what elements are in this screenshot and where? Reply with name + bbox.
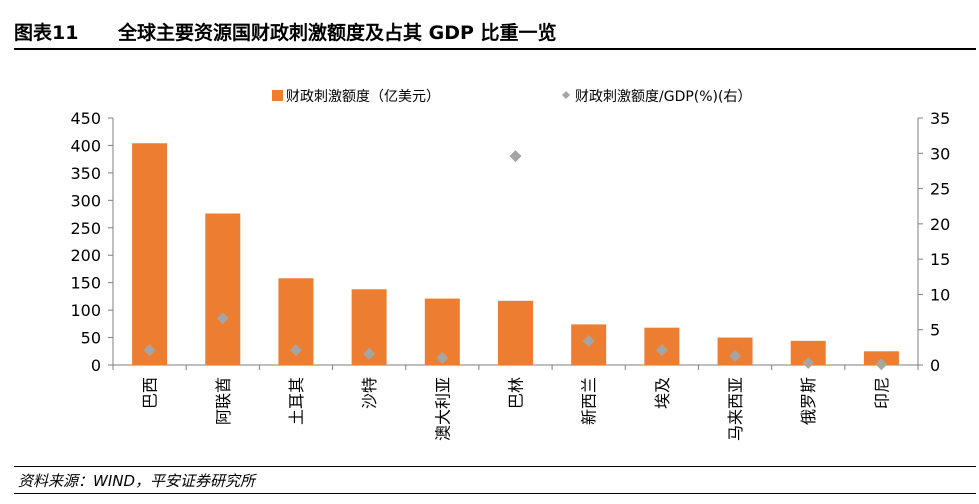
source-note: 资料来源：WIND，平安证券研究所 (18, 472, 256, 490)
chart-title: 全球主要资源国财政刺激额度及占其 GDP 比重一览 (118, 22, 557, 44)
figure-header: 图表11 全球主要资源国财政刺激额度及占其 GDP 比重一览 (0, 0, 979, 50)
x-category-label: 巴林 (507, 377, 526, 409)
x-category-label: 印尼 (872, 377, 891, 409)
ratio-marker (216, 312, 229, 325)
legend-marker-label: 财政刺激额度/GDP(%)(右） (575, 88, 751, 105)
right-tick-label: 5 (930, 321, 940, 340)
bar (132, 143, 168, 365)
bar (498, 300, 533, 365)
left-tick-label: 200 (70, 246, 101, 265)
left-y-axis: 0 50 100 150 200 250 300 350 400 450 (70, 109, 114, 375)
ratio-series (143, 150, 888, 371)
right-tick-label: 0 (930, 356, 940, 375)
left-tick-label: 100 (70, 301, 101, 320)
ratio-marker (582, 335, 595, 348)
ratio-marker (363, 347, 376, 360)
x-category-label: 新西兰 (580, 377, 599, 425)
left-tick-label: 300 (70, 191, 101, 210)
x-category-label: 马来西亚 (726, 377, 745, 441)
bar (205, 213, 241, 365)
right-tick-label: 35 (930, 109, 950, 128)
bar-series (132, 143, 899, 365)
x-axis: 巴西 阿联酋 土耳其 沙特 澳大利亚 巴林 新西兰 埃及 马来西亚 俄罗斯 印尼 (112, 364, 919, 441)
left-tick-label: 250 (70, 219, 101, 238)
left-tick-label: 150 (70, 274, 101, 293)
figure-label: 图表11 (14, 22, 79, 44)
legend-bar-swatch (272, 90, 283, 101)
x-category-label: 埃及 (653, 377, 672, 409)
legend-bar-label: 财政刺激额度（亿美元） (286, 88, 440, 105)
header-divider (14, 48, 976, 50)
x-category-label: 澳大利亚 (433, 377, 452, 441)
ratio-marker (802, 356, 815, 369)
right-tick-label: 25 (930, 180, 950, 199)
right-tick-label: 20 (930, 215, 950, 234)
ratio-marker (289, 344, 302, 357)
right-tick-label: 10 (930, 285, 950, 304)
x-category-label: 沙特 (360, 377, 379, 409)
x-category-label: 俄罗斯 (799, 377, 818, 425)
ratio-marker (436, 351, 449, 364)
footer-divider-top (14, 466, 976, 467)
ratio-marker (875, 358, 888, 371)
bar (863, 351, 899, 365)
footer-divider-bottom (14, 493, 976, 494)
right-y-axis: 0 5 10 15 20 25 30 35 (917, 109, 950, 375)
x-category-label: 巴西 (141, 377, 160, 409)
ratio-marker (729, 349, 742, 362)
ratio-marker (655, 344, 668, 357)
x-category-label: 土耳其 (287, 377, 306, 425)
left-tick-label: 450 (70, 109, 101, 128)
ratio-marker (509, 150, 522, 163)
legend-marker-swatch (562, 91, 570, 99)
legend: 财政刺激额度（亿美元） 财政刺激额度/GDP(%)(右） (272, 88, 751, 105)
right-tick-label: 15 (930, 250, 950, 269)
right-tick-label: 30 (930, 144, 950, 163)
left-tick-label: 350 (70, 164, 101, 183)
left-tick-label: 50 (81, 329, 101, 348)
ratio-marker (143, 344, 156, 357)
left-tick-label: 400 (70, 136, 101, 155)
x-category-label: 阿联酋 (214, 377, 233, 425)
left-tick-label: 0 (91, 356, 101, 375)
